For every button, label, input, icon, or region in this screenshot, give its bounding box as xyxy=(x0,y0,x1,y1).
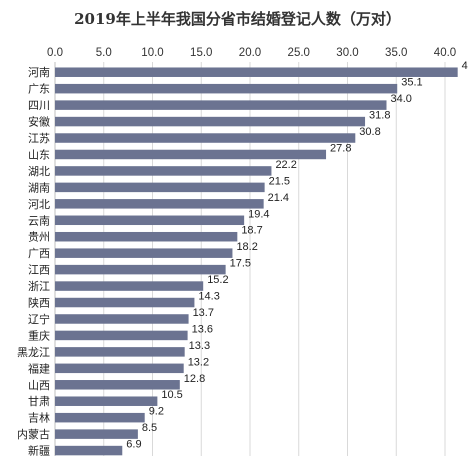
bar xyxy=(55,347,185,357)
bar xyxy=(55,133,356,143)
value-label: 18.7 xyxy=(241,225,262,237)
value-label: 13.7 xyxy=(193,307,214,319)
category-label: 贵州 xyxy=(28,231,50,244)
bar xyxy=(55,330,188,341)
value-label: 12.8 xyxy=(184,373,205,385)
x-tick-label: 40.0 xyxy=(434,47,456,59)
category-label: 山西 xyxy=(28,379,50,392)
bar xyxy=(55,248,233,258)
category-label: 湖北 xyxy=(28,165,50,178)
value-label: 30.8 xyxy=(359,126,380,138)
value-label: 27.8 xyxy=(330,142,351,154)
category-label: 四川 xyxy=(28,99,50,112)
category-label: 广西 xyxy=(28,247,50,260)
bar xyxy=(55,363,184,374)
category-label: 甘肃 xyxy=(28,395,50,408)
value-label: 13.6 xyxy=(192,323,213,335)
bar xyxy=(55,215,245,226)
category-label: 陕西 xyxy=(28,296,50,310)
value-label: 15.2 xyxy=(207,274,228,286)
x-tick-label: 0.0 xyxy=(47,47,63,59)
bar xyxy=(55,182,265,193)
value-label: 9.2 xyxy=(149,406,164,418)
category-label: 福建 xyxy=(28,361,50,375)
value-label: 14.3 xyxy=(198,291,219,303)
bar xyxy=(55,412,145,423)
category-label: 重庆 xyxy=(28,328,50,342)
category-label: 浙江 xyxy=(28,280,50,293)
category-label: 云南 xyxy=(28,214,50,227)
bar xyxy=(55,199,264,209)
bar xyxy=(55,166,272,176)
value-label: 13.3 xyxy=(189,340,210,352)
category-label: 山东 xyxy=(28,148,50,161)
bar xyxy=(55,264,226,275)
bar xyxy=(55,396,158,406)
category-label: 黑龙江 xyxy=(17,346,50,359)
bar xyxy=(55,297,195,308)
category-label: 江西 xyxy=(28,264,50,277)
bar xyxy=(55,100,387,110)
bar xyxy=(55,445,123,456)
category-label: 辽宁 xyxy=(28,312,50,326)
value-label: 4 xyxy=(462,60,468,72)
category-label: 安徽 xyxy=(28,115,50,129)
value-label: 6.9 xyxy=(126,439,141,451)
bar xyxy=(55,67,458,77)
value-label: 17.5 xyxy=(230,258,251,270)
bar xyxy=(55,281,204,291)
value-label: 19.4 xyxy=(248,208,269,220)
category-label: 广东 xyxy=(28,83,50,96)
x-tick-label: 30.0 xyxy=(336,47,358,59)
x-tick-label: 25.0 xyxy=(288,47,310,59)
bar xyxy=(55,83,398,94)
value-label: 22.2 xyxy=(275,159,296,171)
category-label: 湖南 xyxy=(28,181,50,194)
category-label: 江苏 xyxy=(28,132,50,145)
bar xyxy=(55,314,189,324)
value-label: 35.1 xyxy=(401,77,422,89)
value-label: 18.2 xyxy=(236,241,257,253)
category-label: 河南 xyxy=(28,66,50,79)
bar xyxy=(55,380,180,390)
category-label: 新疆 xyxy=(28,444,50,456)
bar xyxy=(55,429,138,439)
chart-title: 2019年上半年我国分省市结婚登记人数（万对） xyxy=(74,10,401,28)
value-label: 34.0 xyxy=(391,93,412,105)
x-tick-label: 15.0 xyxy=(190,47,212,59)
value-label: 8.5 xyxy=(142,422,157,434)
value-label: 21.4 xyxy=(268,192,289,204)
bar xyxy=(55,231,238,242)
x-tick-label: 20.0 xyxy=(239,47,261,59)
value-label: 13.2 xyxy=(188,356,209,368)
category-label: 河北 xyxy=(28,198,50,211)
category-label: 吉林 xyxy=(28,411,50,425)
bar xyxy=(55,149,327,160)
x-tick-label: 5.0 xyxy=(96,47,112,59)
value-label: 21.5 xyxy=(269,175,290,187)
x-tick-label: 10.0 xyxy=(141,47,163,59)
category-label: 内蒙古 xyxy=(17,427,50,441)
value-label: 31.8 xyxy=(369,110,390,122)
x-tick-label: 35.0 xyxy=(385,47,407,59)
value-label: 10.5 xyxy=(161,389,182,401)
bar xyxy=(55,116,366,127)
